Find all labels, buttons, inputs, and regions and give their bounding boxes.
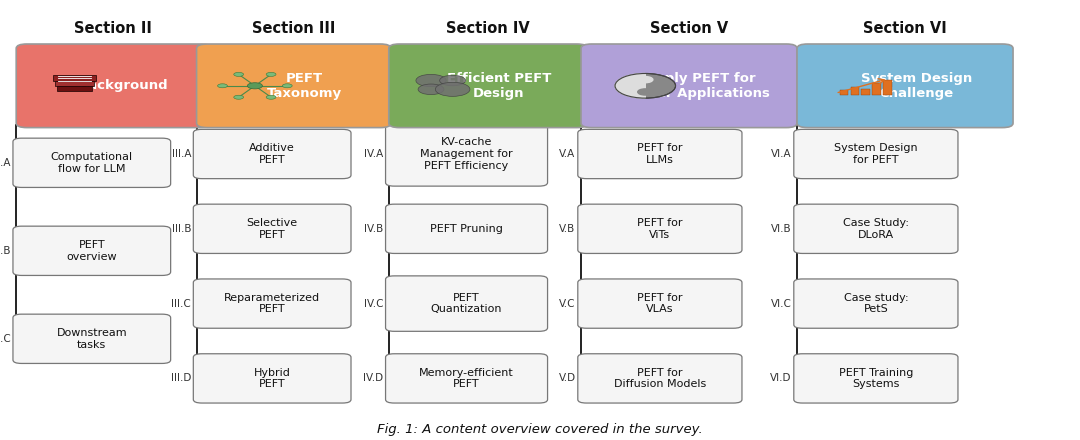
Text: Downstream
tasks: Downstream tasks <box>56 328 127 350</box>
Circle shape <box>440 75 465 86</box>
Circle shape <box>217 84 228 88</box>
FancyBboxPatch shape <box>578 279 742 328</box>
Text: Additive
PEFT: Additive PEFT <box>249 143 295 165</box>
Circle shape <box>418 84 444 95</box>
FancyBboxPatch shape <box>386 204 548 253</box>
FancyBboxPatch shape <box>57 86 92 91</box>
Bar <box>851 87 860 95</box>
Text: Memory-efficient
PEFT: Memory-efficient PEFT <box>419 367 514 389</box>
Text: System Design
Challenge: System Design Challenge <box>861 72 972 100</box>
Circle shape <box>638 89 653 95</box>
FancyBboxPatch shape <box>55 81 94 86</box>
Text: PEFT
Taxonomy: PEFT Taxonomy <box>267 72 341 100</box>
Text: Section VI: Section VI <box>863 21 947 36</box>
Text: Background: Background <box>79 79 168 92</box>
Text: VI.A: VI.A <box>771 149 792 159</box>
Text: Efficient PEFT
Design: Efficient PEFT Design <box>447 72 551 100</box>
Text: IV.D: IV.D <box>363 374 383 383</box>
Text: VI.D: VI.D <box>770 374 792 383</box>
Text: Reparameterized
PEFT: Reparameterized PEFT <box>224 293 321 315</box>
Text: Section V: Section V <box>650 21 728 36</box>
Text: IV.B: IV.B <box>364 224 383 234</box>
FancyBboxPatch shape <box>386 354 548 403</box>
Text: Fig. 1: A content overview covered in the survey.: Fig. 1: A content overview covered in th… <box>377 422 703 436</box>
Text: Selective
PEFT: Selective PEFT <box>246 218 298 240</box>
Circle shape <box>233 72 244 77</box>
FancyBboxPatch shape <box>386 276 548 331</box>
Text: III.D: III.D <box>171 374 191 383</box>
Text: Section III: Section III <box>252 21 336 36</box>
Text: PEFT for
LLMs: PEFT for LLMs <box>637 143 683 165</box>
Text: Section II: Section II <box>75 21 152 36</box>
Bar <box>883 80 892 95</box>
Circle shape <box>416 74 446 87</box>
Circle shape <box>266 95 276 99</box>
Text: Hybrid
PEFT: Hybrid PEFT <box>254 367 291 389</box>
Circle shape <box>616 73 676 98</box>
FancyBboxPatch shape <box>53 75 96 81</box>
Text: II.B: II.B <box>0 246 11 256</box>
Text: PEFT Pruning: PEFT Pruning <box>430 224 503 234</box>
Bar <box>862 89 870 95</box>
Bar <box>873 83 881 95</box>
FancyBboxPatch shape <box>197 44 391 128</box>
FancyBboxPatch shape <box>13 138 171 187</box>
Text: VI.C: VI.C <box>771 299 792 308</box>
Circle shape <box>282 84 293 88</box>
Text: IV.A: IV.A <box>364 149 383 159</box>
FancyBboxPatch shape <box>193 204 351 253</box>
Text: II.C: II.C <box>0 334 11 344</box>
Text: PEFT
Quantization: PEFT Quantization <box>431 293 502 315</box>
Text: Apply PEFT for
other Applications: Apply PEFT for other Applications <box>632 72 770 100</box>
Text: V.D: V.D <box>558 374 576 383</box>
FancyBboxPatch shape <box>193 129 351 179</box>
Circle shape <box>266 72 276 77</box>
Text: PEFT for
Diffusion Models: PEFT for Diffusion Models <box>613 367 706 389</box>
Text: Computational
flow for LLM: Computational flow for LLM <box>51 152 133 174</box>
Polygon shape <box>616 73 646 98</box>
FancyBboxPatch shape <box>578 129 742 179</box>
FancyBboxPatch shape <box>193 279 351 328</box>
FancyBboxPatch shape <box>581 44 797 128</box>
Text: V.B: V.B <box>559 224 576 234</box>
Text: Case Study:
DLoRA: Case Study: DLoRA <box>842 218 909 240</box>
Text: System Design
for PEFT: System Design for PEFT <box>834 143 918 165</box>
Text: PEFT Training
Systems: PEFT Training Systems <box>839 367 913 389</box>
FancyBboxPatch shape <box>193 354 351 403</box>
Circle shape <box>247 83 262 89</box>
FancyBboxPatch shape <box>794 129 958 179</box>
Circle shape <box>233 95 244 99</box>
Circle shape <box>435 82 470 96</box>
Text: KV-cache
Management for
PEFT Efficiency: KV-cache Management for PEFT Efficiency <box>420 137 513 171</box>
FancyBboxPatch shape <box>794 204 958 253</box>
Bar <box>840 90 849 95</box>
FancyBboxPatch shape <box>578 354 742 403</box>
Text: PEFT
overview: PEFT overview <box>67 240 117 262</box>
FancyBboxPatch shape <box>389 44 588 128</box>
Text: II.A: II.A <box>0 158 11 168</box>
Text: V.A: V.A <box>559 149 576 159</box>
Text: Case study:
PetS: Case study: PetS <box>843 293 908 315</box>
Circle shape <box>638 77 653 83</box>
Text: VI.B: VI.B <box>771 224 792 234</box>
Text: III.A: III.A <box>172 149 191 159</box>
Text: IV.C: IV.C <box>364 299 383 308</box>
Text: Section IV: Section IV <box>446 21 530 36</box>
FancyBboxPatch shape <box>13 226 171 275</box>
FancyBboxPatch shape <box>797 44 1013 128</box>
Text: III.B: III.B <box>172 224 191 234</box>
FancyBboxPatch shape <box>13 314 171 363</box>
Text: V.C: V.C <box>559 299 576 308</box>
Text: PEFT for
ViTs: PEFT for ViTs <box>637 218 683 240</box>
FancyBboxPatch shape <box>386 122 548 186</box>
FancyBboxPatch shape <box>794 354 958 403</box>
FancyBboxPatch shape <box>794 279 958 328</box>
Text: PEFT for
VLAs: PEFT for VLAs <box>637 293 683 315</box>
Text: III.C: III.C <box>172 299 191 308</box>
FancyBboxPatch shape <box>578 204 742 253</box>
FancyBboxPatch shape <box>16 44 211 128</box>
